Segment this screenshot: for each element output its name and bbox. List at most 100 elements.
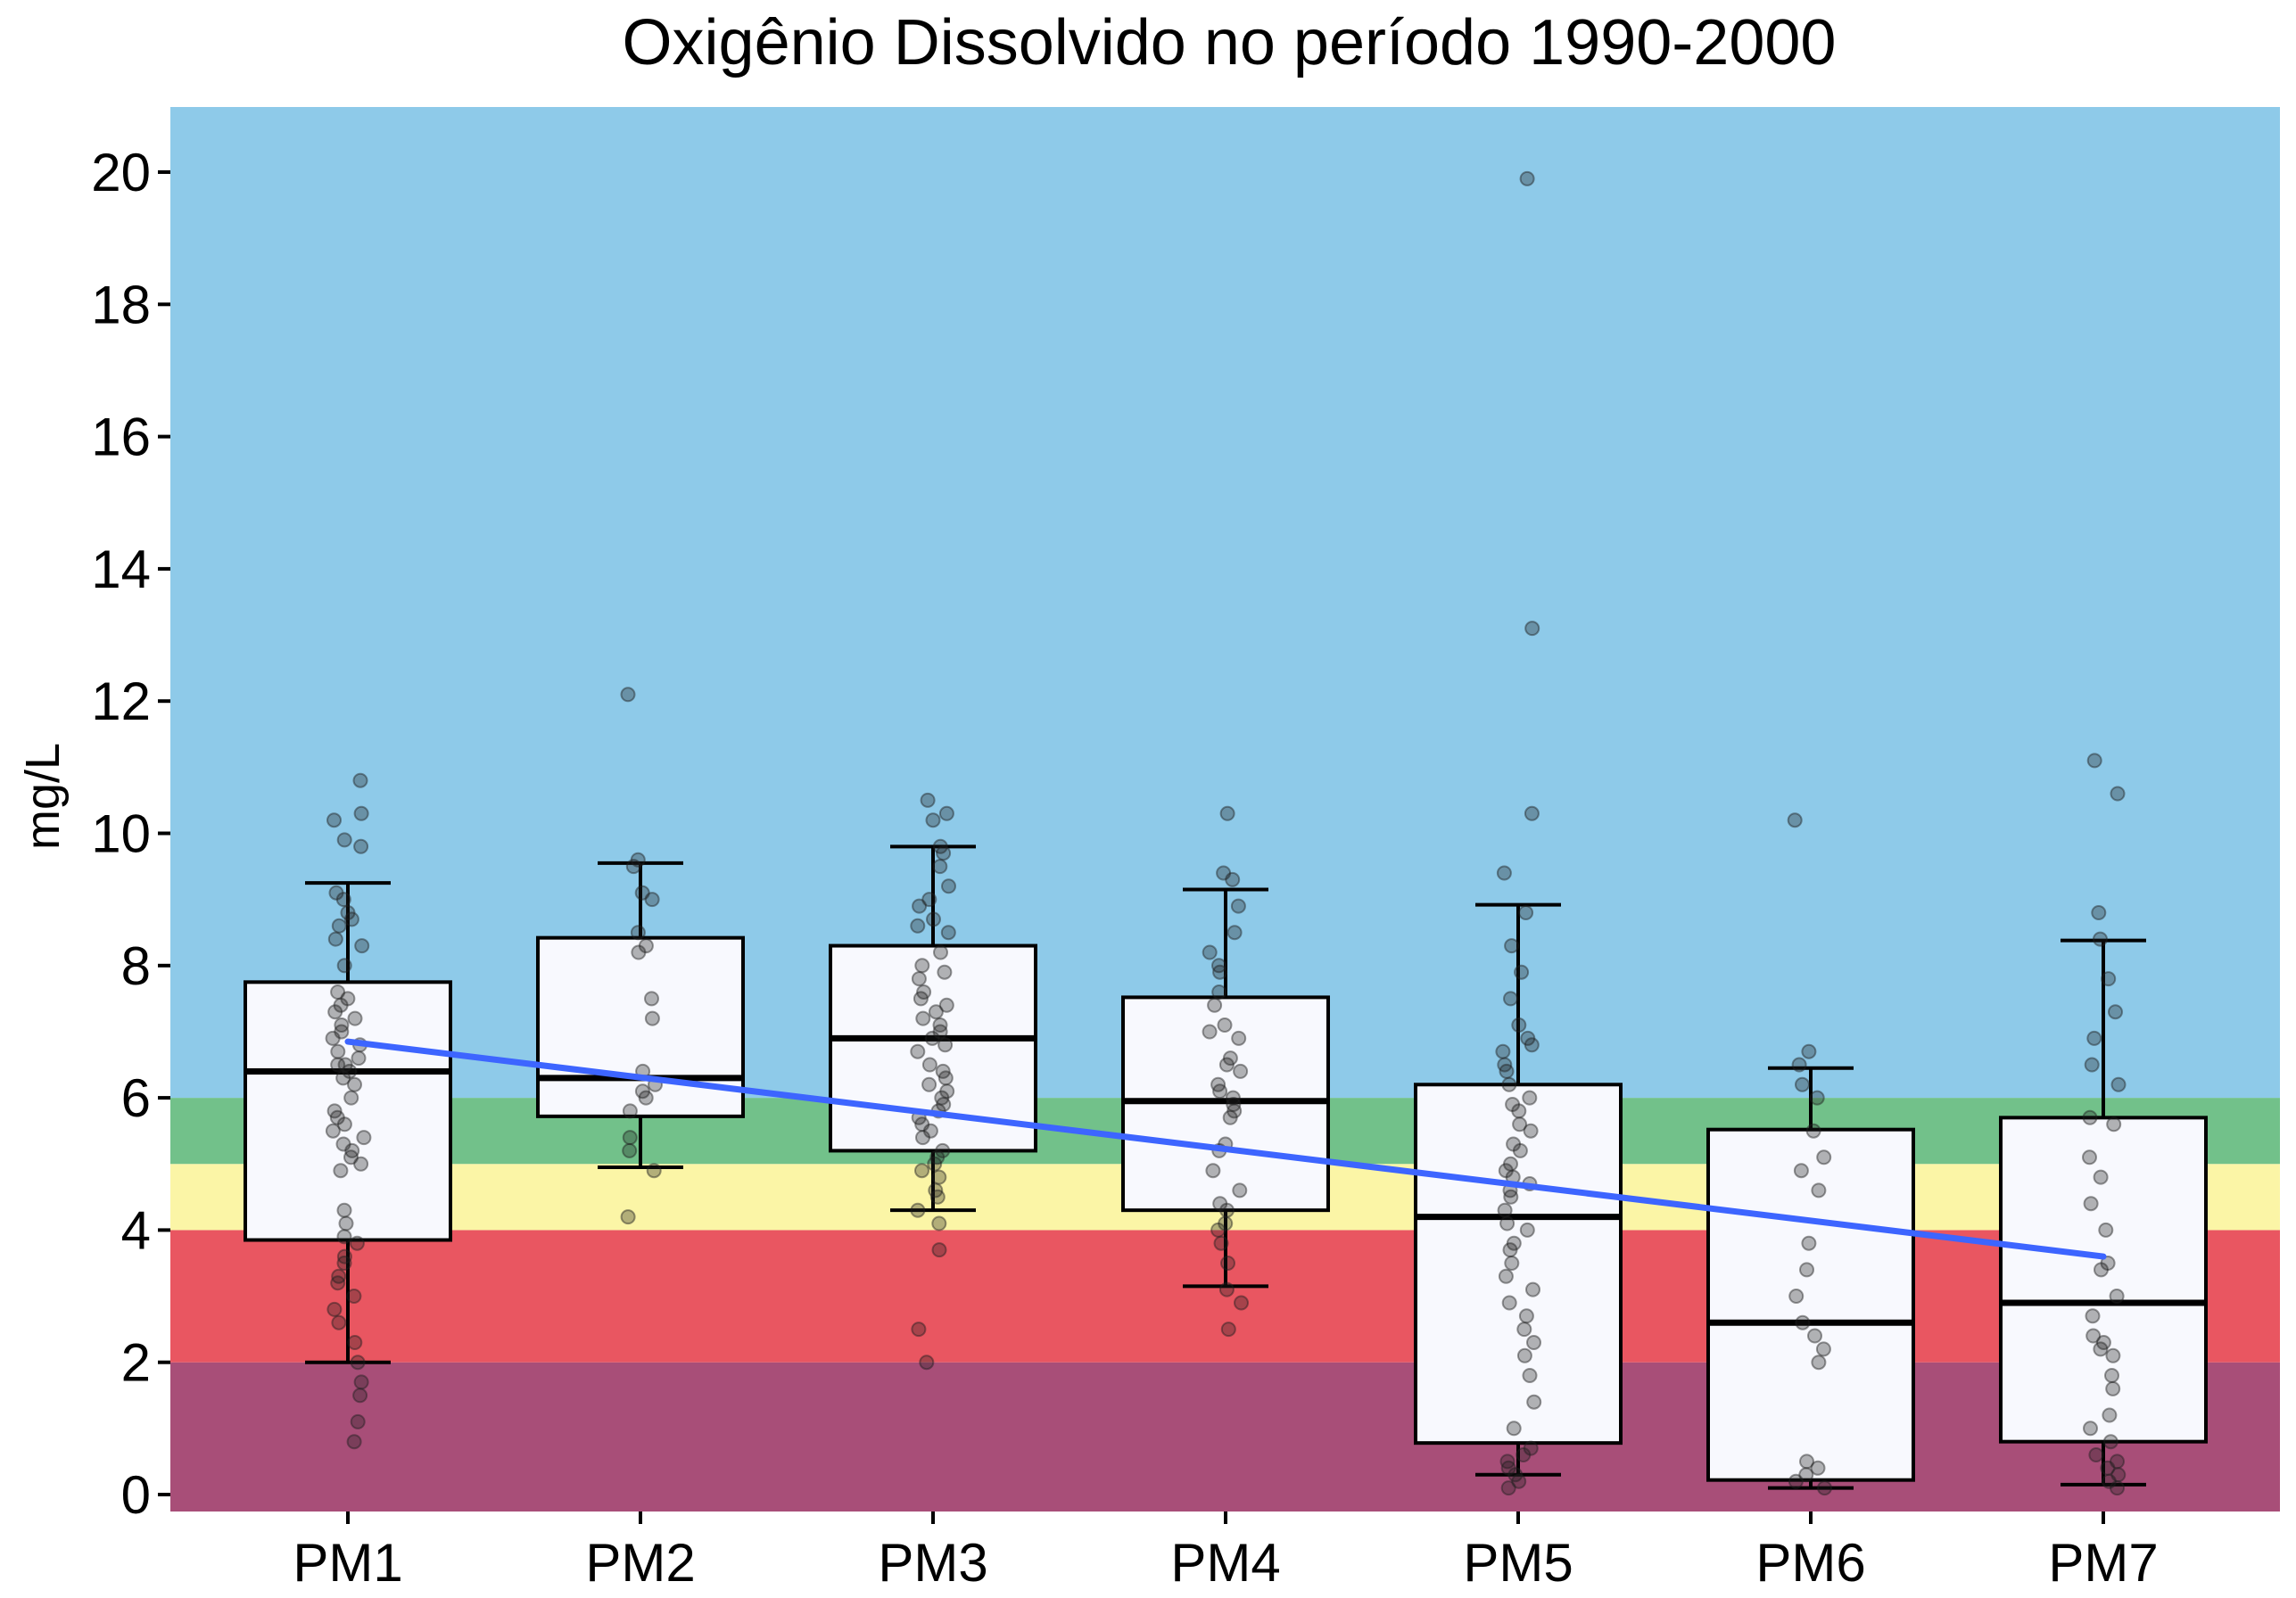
data-point bbox=[1811, 1182, 1827, 1198]
data-point bbox=[1233, 1063, 1249, 1079]
data-point bbox=[325, 1123, 341, 1139]
boxplot-pm7 bbox=[1999, 753, 2208, 1496]
data-point bbox=[343, 911, 359, 927]
box-iqr bbox=[829, 943, 1037, 1153]
y-tick-label: 6 bbox=[121, 1068, 151, 1128]
data-point bbox=[920, 792, 936, 808]
data-point bbox=[622, 1103, 638, 1119]
data-point bbox=[936, 845, 952, 861]
data-point bbox=[630, 852, 646, 868]
data-point bbox=[914, 1163, 929, 1179]
data-point bbox=[634, 1083, 650, 1100]
data-point bbox=[1219, 1202, 1235, 1218]
data-point bbox=[2095, 1335, 2111, 1350]
data-point bbox=[1524, 805, 1540, 821]
threshold-band bbox=[170, 1362, 2280, 1512]
data-point bbox=[630, 925, 646, 941]
data-point bbox=[1815, 1341, 1831, 1357]
data-point bbox=[1210, 1076, 1226, 1092]
data-point bbox=[933, 944, 948, 960]
data-point bbox=[331, 1268, 347, 1284]
data-point bbox=[335, 1070, 351, 1086]
data-point bbox=[1787, 812, 1803, 828]
data-point bbox=[910, 1043, 926, 1059]
data-point bbox=[1502, 1242, 1518, 1258]
data-point bbox=[1801, 1043, 1817, 1059]
data-point bbox=[934, 1090, 950, 1106]
data-point bbox=[1501, 1295, 1517, 1311]
x-tick-label: PM5 bbox=[1463, 1533, 1573, 1593]
data-point bbox=[1501, 1076, 1517, 1092]
data-point bbox=[644, 892, 660, 908]
data-point bbox=[1504, 1256, 1520, 1271]
data-point bbox=[1511, 1017, 1527, 1033]
data-point bbox=[1495, 1043, 1511, 1059]
data-point bbox=[932, 859, 948, 875]
data-point bbox=[1795, 1076, 1810, 1092]
data-point bbox=[353, 838, 369, 854]
data-point bbox=[1499, 1215, 1516, 1231]
data-point bbox=[1226, 1103, 1243, 1119]
data-point bbox=[334, 1017, 350, 1033]
x-tick-label: PM1 bbox=[293, 1533, 402, 1593]
data-point bbox=[354, 938, 370, 954]
boxplot-pm5 bbox=[1414, 170, 1623, 1496]
data-point bbox=[336, 1229, 352, 1245]
data-point bbox=[351, 1050, 367, 1067]
data-point bbox=[352, 772, 368, 788]
data-point bbox=[2101, 971, 2117, 987]
data-point bbox=[1220, 1322, 1236, 1338]
data-point bbox=[1516, 1347, 1532, 1363]
data-point bbox=[620, 1209, 636, 1225]
data-point bbox=[929, 1189, 946, 1205]
data-point bbox=[327, 1004, 343, 1020]
data-point bbox=[631, 944, 647, 960]
data-point bbox=[347, 1076, 362, 1092]
data-point bbox=[924, 1030, 940, 1046]
data-point bbox=[2110, 1076, 2127, 1092]
data-point bbox=[1504, 938, 1520, 954]
data-point bbox=[1218, 1215, 1234, 1231]
data-point bbox=[1524, 1037, 1540, 1053]
data-point bbox=[1523, 1440, 1539, 1456]
data-point bbox=[1520, 1030, 1536, 1046]
data-point bbox=[931, 1169, 947, 1185]
data-point bbox=[1511, 1103, 1527, 1119]
data-point bbox=[325, 1030, 341, 1046]
data-point bbox=[931, 1242, 947, 1258]
data-point bbox=[915, 1130, 930, 1146]
data-point bbox=[2110, 1467, 2127, 1483]
data-point bbox=[1514, 964, 1530, 980]
data-point bbox=[346, 1289, 362, 1304]
data-point bbox=[1212, 1083, 1228, 1100]
data-point bbox=[336, 1202, 352, 1218]
data-point bbox=[333, 997, 349, 1013]
data-point bbox=[331, 918, 347, 934]
data-point bbox=[931, 1215, 947, 1231]
data-point bbox=[1519, 1222, 1535, 1238]
x-tick-label: PM2 bbox=[585, 1533, 695, 1593]
boxplot-pm6 bbox=[1706, 812, 1915, 1496]
data-point bbox=[326, 1301, 343, 1317]
data-point bbox=[1811, 1355, 1827, 1371]
data-point bbox=[1799, 1262, 1814, 1278]
data-point bbox=[340, 991, 356, 1007]
data-point bbox=[343, 1149, 359, 1166]
x-tick-label: PM4 bbox=[1170, 1533, 1280, 1593]
y-tick-label: 16 bbox=[91, 408, 151, 467]
data-point bbox=[915, 1010, 931, 1026]
data-point bbox=[349, 1235, 365, 1251]
data-point bbox=[932, 1017, 948, 1033]
data-point bbox=[1210, 1222, 1226, 1238]
data-point bbox=[646, 1163, 662, 1179]
trend-line-group bbox=[344, 1038, 2107, 1260]
data-point bbox=[336, 958, 352, 974]
data-point bbox=[353, 1374, 369, 1390]
data-point bbox=[336, 1248, 352, 1264]
box-iqr bbox=[1706, 1127, 1915, 1482]
data-point bbox=[2100, 1256, 2116, 1271]
y-tick-label: 20 bbox=[91, 143, 151, 202]
data-point bbox=[2094, 1262, 2109, 1278]
boxplot-pm4 bbox=[1121, 805, 1330, 1338]
